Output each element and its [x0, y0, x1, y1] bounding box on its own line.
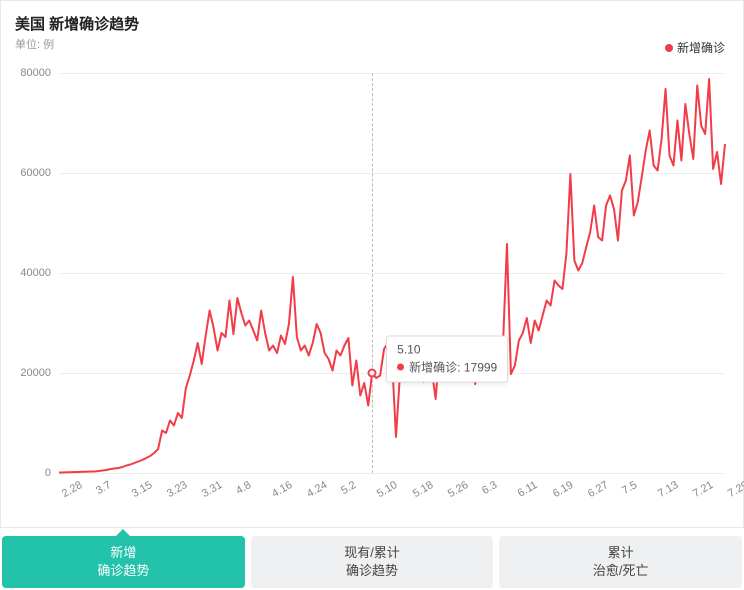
tooltip-dot-icon: [397, 364, 404, 371]
x-tick-label: 6.3: [480, 479, 499, 497]
chart-card: 美国 新增确诊趋势 单位: 例 新增确诊 0200004000060000800…: [0, 0, 744, 528]
tab-2[interactable]: 累计治愈/死亡: [499, 536, 742, 588]
x-tick-label: 7.5: [620, 479, 639, 497]
x-tick-label: 3.23: [165, 479, 190, 500]
tab-1[interactable]: 现有/累计确诊趋势: [251, 536, 494, 588]
x-tick-label: 5.18: [410, 479, 435, 500]
x-axis: 2.28 3.7 3.15 3.23 3.31 4.8 4.16 4.24 5.2 5.10 5.1…: [59, 473, 725, 513]
line-chart-svg: [59, 73, 725, 473]
crosshair-line: [372, 73, 373, 473]
tooltip: 5.10 新增确诊: 17999: [386, 336, 508, 383]
plot-area[interactable]: 020000400006000080000 5.10 新增确诊: 17999 2…: [59, 73, 725, 473]
tab-line2: 治愈/死亡: [593, 562, 649, 580]
x-tick-label: 6.19: [551, 479, 576, 500]
x-tick-label: 4.24: [305, 479, 330, 500]
legend: 新增确诊: [665, 39, 725, 56]
x-tick-label: 3.15: [130, 479, 155, 500]
tab-line1: 新增: [110, 544, 136, 562]
hover-point-icon: [368, 369, 377, 378]
x-tick-label: 3.31: [200, 479, 225, 500]
tab-line2: 确诊趋势: [97, 562, 149, 580]
x-tick-label: 7.21: [691, 479, 716, 500]
tab-line2: 确诊趋势: [346, 562, 398, 580]
tooltip-label: 新增确诊: 17999: [409, 359, 497, 376]
x-tick-label: 6.27: [586, 479, 611, 500]
x-tick-label: 5.10: [375, 479, 400, 500]
y-tick-label: 40000: [20, 267, 51, 279]
tooltip-date: 5.10: [397, 343, 497, 357]
x-tick-label: 5.26: [445, 479, 470, 500]
legend-label: 新增确诊: [677, 39, 725, 56]
x-tick-label: 7.13: [656, 479, 681, 500]
x-tick-label: 4.8: [234, 479, 253, 497]
tab-line1: 现有/累计: [344, 544, 400, 562]
y-tick-label: 80000: [20, 67, 51, 79]
y-tick-label: 0: [45, 467, 51, 479]
x-tick-label: 2.28: [60, 479, 85, 500]
tab-0[interactable]: 新增确诊趋势: [2, 536, 245, 588]
legend-dot-icon: [665, 44, 673, 52]
y-tick-label: 20000: [20, 367, 51, 379]
x-tick-label: 7.29: [726, 479, 744, 500]
tooltip-row: 新增确诊: 17999: [397, 359, 497, 376]
tab-bar: 新增确诊趋势现有/累计确诊趋势累计治愈/死亡: [0, 532, 744, 590]
x-tick-label: 6.11: [515, 479, 539, 500]
x-tick-label: 5.2: [339, 479, 358, 497]
tab-line1: 累计: [608, 544, 634, 562]
x-tick-label: 4.16: [270, 479, 295, 500]
chart-subtitle: 单位: 例: [15, 36, 739, 52]
y-tick-label: 60000: [20, 167, 51, 179]
tab-pointer-icon: [115, 529, 131, 537]
data-line: [59, 79, 725, 473]
chart-title: 美国 新增确诊趋势: [15, 13, 739, 34]
x-tick-label: 3.7: [94, 479, 113, 497]
